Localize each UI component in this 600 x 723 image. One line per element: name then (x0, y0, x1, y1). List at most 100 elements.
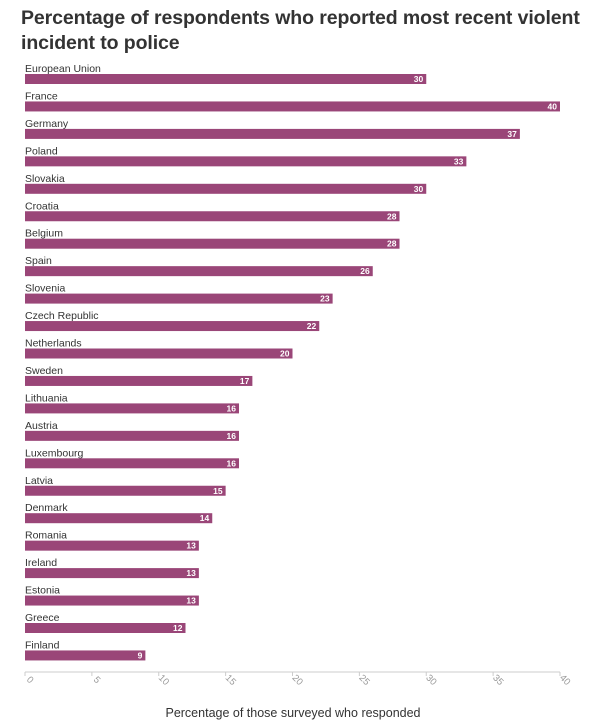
bar (25, 430, 239, 441)
x-tick-label: 5 (91, 674, 103, 686)
value-label: 30 (414, 184, 424, 194)
category-label: Finland (25, 639, 60, 651)
bar-group-finland: Finland 9 (25, 639, 146, 661)
category-label: Poland (25, 145, 58, 157)
bar (25, 74, 427, 84)
category-label: Slovenia (25, 283, 65, 295)
category-label: Germany (25, 118, 69, 130)
value-label: 30 (414, 74, 424, 84)
bar (25, 293, 333, 304)
category-label: Luxembourg (25, 447, 84, 459)
category-label: Spain (25, 255, 52, 267)
bar (25, 650, 146, 661)
value-label: 14 (200, 513, 210, 523)
bar-group-slovakia: Slovakia 30 (25, 173, 427, 194)
bar (25, 458, 239, 469)
category-label: Estonia (25, 585, 60, 597)
bar-group-france: France 40 (25, 90, 560, 112)
category-label: Denmark (25, 502, 68, 514)
bar (25, 595, 199, 606)
value-label: 33 (454, 156, 464, 166)
bar (25, 485, 226, 496)
category-label: Romania (25, 530, 67, 542)
category-label: Austria (25, 420, 58, 432)
bar (25, 540, 199, 551)
bar-group-romania: Romania 13 (25, 530, 199, 551)
category-label: European Union (25, 63, 101, 75)
value-label: 15 (213, 486, 223, 496)
category-label: Lithuania (25, 392, 68, 404)
bar-group-croatia: Croatia 28 (25, 200, 400, 222)
x-tick-label: 15 (223, 673, 238, 688)
value-label: 28 (387, 211, 397, 221)
bar (25, 568, 199, 579)
category-label: Croatia (25, 200, 59, 212)
bar (25, 513, 213, 524)
bar-group-ireland: Ireland 13 (25, 557, 199, 579)
category-label: Netherlands (25, 338, 82, 350)
x-axis-title: Percentage of those surveyed who respond… (165, 706, 420, 720)
value-label: 20 (280, 349, 290, 359)
x-tick-label: 30 (423, 673, 438, 688)
x-tick-label: 40 (557, 673, 572, 688)
category-label: Ireland (25, 557, 57, 569)
bar-group-germany: Germany 37 (25, 118, 520, 139)
bar (25, 623, 186, 633)
bar-group-latvia: Latvia 15 (25, 475, 226, 496)
bar-group-estonia: Estonia 13 (25, 585, 199, 606)
value-label: 40 (548, 101, 558, 111)
category-label: Sweden (25, 365, 63, 377)
bar-group-slovenia: Slovenia 23 (25, 283, 333, 304)
value-label: 13 (186, 568, 196, 578)
x-tick-label: 35 (490, 673, 505, 688)
value-label: 13 (186, 541, 196, 551)
value-label: 23 (320, 294, 330, 304)
bar (25, 128, 520, 139)
bar (25, 403, 239, 414)
value-label: 16 (227, 458, 237, 468)
bar (25, 211, 400, 222)
value-label: 22 (307, 321, 317, 331)
value-label: 16 (227, 431, 237, 441)
category-label: Czech Republic (25, 310, 99, 322)
category-label: Latvia (25, 475, 53, 487)
bar (25, 238, 400, 249)
bar-group-lithuania: Lithuania 16 (25, 392, 239, 414)
bar (25, 156, 467, 167)
value-label: 26 (360, 266, 370, 276)
bar (25, 348, 293, 359)
value-label: 9 (138, 650, 143, 660)
category-label: France (25, 90, 58, 102)
value-label: 37 (507, 129, 517, 139)
x-tick-label: 25 (357, 673, 372, 688)
chart-title: Percentage of respondents who reported m… (21, 7, 580, 54)
bar-group-greece: Greece 12 (25, 612, 186, 633)
bars-layer: European Union 30 France 40 Germany 37 Poland 3… (25, 63, 560, 661)
x-tick-label: 20 (290, 673, 305, 688)
bar-group-belgium: Belgium 28 (25, 228, 400, 249)
bar (25, 101, 560, 112)
value-label: 12 (173, 623, 183, 633)
category-label: Slovakia (25, 173, 65, 185)
x-tick-label: 0 (24, 674, 36, 686)
category-label: Belgium (25, 228, 63, 240)
bar-group-austria: Austria 16 (25, 420, 239, 441)
value-label: 28 (387, 239, 397, 249)
bar (25, 266, 373, 277)
value-label: 17 (240, 376, 250, 386)
category-label: Greece (25, 612, 60, 624)
bar-group-sweden: Sweden 17 (25, 365, 253, 386)
bar-group-spain: Spain 26 (25, 255, 373, 277)
bar-group-denmark: Denmark 14 (25, 502, 213, 524)
bar-group-netherlands: Netherlands 20 (25, 338, 293, 359)
bar (25, 321, 320, 332)
x-tick-label: 10 (156, 673, 171, 688)
bar-group-czech-republic: Czech Republic 22 (25, 310, 320, 332)
bar-group-european-union: European Union 30 (25, 63, 427, 84)
bar-group-luxembourg: Luxembourg 16 (25, 447, 239, 469)
bar (25, 375, 253, 386)
x-axis: 0 5 10 15 20 25 30 35 40 (24, 671, 572, 688)
bar-group-poland: Poland 33 (25, 145, 467, 167)
value-label: 16 (227, 403, 237, 413)
